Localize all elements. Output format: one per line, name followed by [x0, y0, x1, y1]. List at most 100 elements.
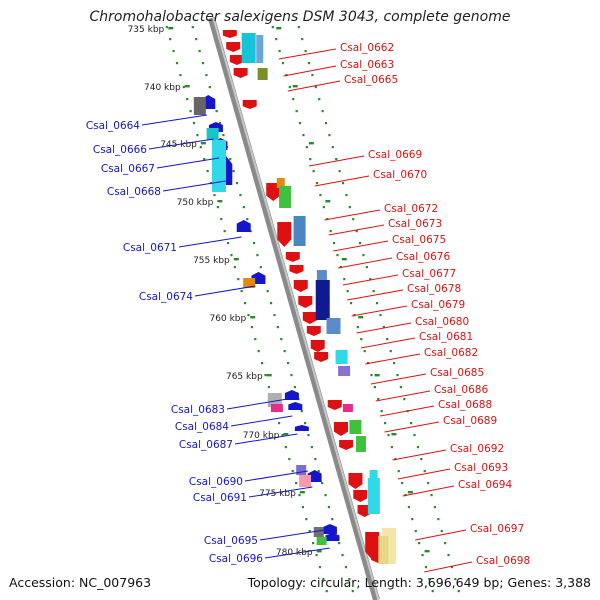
gene-label: Csal_0669: [368, 149, 422, 161]
label-leader: [333, 240, 389, 252]
label-leader: [370, 373, 427, 385]
label-leader: [347, 289, 404, 301]
gene-arrow: [294, 425, 309, 431]
label-leader: [384, 421, 440, 433]
label-leader: [328, 224, 385, 236]
gene-arrow: [277, 222, 292, 247]
gene-arrow: [226, 42, 241, 52]
label-leader: [248, 486, 313, 498]
gene-label: Csal_0688: [438, 399, 492, 411]
gene-label: Csal_0675: [392, 234, 446, 246]
gene-label: Csal_0684: [175, 421, 229, 433]
scale-label: 765 kbp: [226, 372, 263, 382]
gene-arrow: [285, 252, 300, 262]
scale-labels: 735 kbp 740 kbp 745 kbp 750 kbp 755 kbp 760 k…: [128, 25, 430, 558]
gene-label: Csal_0665: [344, 74, 398, 86]
gene-arrow: [288, 402, 303, 410]
gene-box: [316, 270, 327, 288]
gene-arrow: [284, 390, 299, 400]
scale-label: 770 kbp: [243, 431, 280, 441]
gene-box: [212, 140, 227, 192]
genome-backbone: [208, 17, 380, 600]
gene-label: Csal_0674: [139, 291, 193, 303]
gene-arrow: [334, 422, 349, 436]
label-leader: [379, 405, 435, 417]
gene-box: [349, 420, 362, 434]
label-leader: [141, 114, 207, 126]
gene-arrow: [236, 220, 251, 232]
gene-label: Csal_0696: [209, 553, 263, 565]
gene-label: Csal_0666: [93, 144, 147, 156]
label-leader: [230, 415, 293, 427]
label-leader: [314, 175, 370, 187]
label-leader: [351, 305, 408, 317]
gene-label: Csal_0695: [204, 535, 258, 547]
scale-label: 760 kbp: [210, 314, 247, 324]
label-leader: [244, 470, 308, 482]
gene-arrow: [229, 55, 244, 65]
gene-label: Csal_0679: [411, 299, 465, 311]
label-leader: [148, 138, 214, 150]
gene-box: [313, 527, 324, 537]
label-leader: [287, 80, 341, 92]
label-leader: [324, 209, 381, 221]
label-leader: [234, 433, 298, 445]
gene-label: Csal_0693: [454, 462, 508, 474]
label-leader: [415, 529, 467, 541]
gene-box: [267, 393, 282, 407]
gene-label: Csal_0685: [430, 367, 484, 379]
gene-label: Csal_0692: [450, 443, 504, 455]
gene-arrow: [222, 30, 237, 38]
label-leader: [194, 285, 256, 297]
gene-arrow: [322, 524, 337, 534]
gene-box: [367, 478, 380, 514]
scale-label: 755 kbp: [193, 256, 230, 266]
gene-arrow: [325, 533, 340, 541]
gene-arrow: [310, 340, 325, 352]
label-leader: [283, 65, 337, 77]
label-leader: [278, 48, 337, 60]
genome-summary: Topology: circular; Length: 3,696,649 bp…: [247, 575, 591, 590]
gene-arrow: [298, 296, 313, 308]
gene-box: [193, 97, 206, 115]
scale-label: 745 kbp: [160, 140, 197, 150]
scale-label: 750 kbp: [177, 198, 214, 208]
gene-label: Csal_0662: [340, 42, 394, 54]
gene-arrow: [266, 183, 281, 201]
gene-box: [257, 68, 268, 80]
label-leader: [360, 337, 416, 349]
gene-box: [270, 404, 283, 412]
label-leader: [356, 322, 412, 334]
label-leader: [309, 155, 365, 167]
gene-labels: Csal_0662 Csal_0663 Csal_0665 Csal_0669 Csal…: [86, 42, 530, 567]
gene-label: Csal_0672: [384, 203, 438, 215]
gene-box: [276, 178, 285, 188]
label-leader: [264, 547, 330, 559]
map-title: Chromohalobacter salexigens DSM 3043, co…: [89, 9, 511, 25]
gene-label: Csal_0691: [193, 492, 247, 504]
gene-label: Csal_0676: [396, 251, 450, 263]
gene-arrow: [339, 440, 354, 450]
label-leader: [178, 236, 242, 248]
gene-box: [326, 318, 341, 334]
gene-box: [355, 436, 366, 452]
gene-label: Csal_0683: [171, 404, 225, 416]
gene-box: [256, 35, 264, 63]
scale-label: 775 kbp: [259, 489, 296, 499]
label-leaders: [141, 48, 473, 573]
label-leader: [375, 390, 431, 402]
gene-box: [296, 465, 307, 475]
label-leader: [226, 398, 288, 410]
backbone-line: [208, 17, 380, 600]
gene-label: Csal_0686: [434, 384, 488, 396]
label-leader: [397, 468, 451, 480]
gene-arrow: [314, 352, 329, 362]
gene-box: [279, 186, 292, 208]
gene-label: Csal_0694: [458, 479, 512, 491]
gene-label: Csal_0668: [107, 186, 161, 198]
gene-arrow: [233, 68, 248, 78]
gene-arrow: [302, 312, 317, 324]
label-leader: [424, 561, 473, 573]
label-leader: [365, 353, 421, 365]
gene-label: Csal_0689: [443, 415, 497, 427]
